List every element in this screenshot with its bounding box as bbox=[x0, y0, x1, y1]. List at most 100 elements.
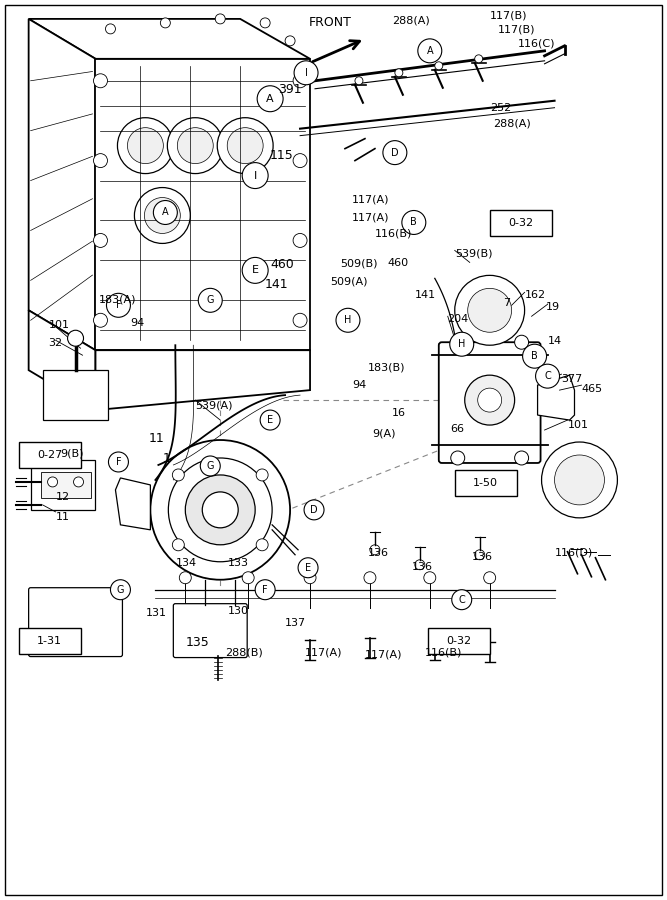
Circle shape bbox=[383, 140, 407, 165]
Circle shape bbox=[179, 572, 191, 584]
Text: 288(A): 288(A) bbox=[392, 16, 430, 26]
Text: A: A bbox=[266, 94, 274, 104]
Text: A: A bbox=[162, 208, 169, 218]
Circle shape bbox=[260, 18, 270, 28]
Text: 117(A): 117(A) bbox=[305, 648, 343, 658]
Circle shape bbox=[475, 55, 483, 63]
Circle shape bbox=[256, 539, 268, 551]
Polygon shape bbox=[538, 375, 574, 420]
Text: I: I bbox=[305, 68, 307, 77]
Circle shape bbox=[227, 128, 263, 164]
Circle shape bbox=[395, 68, 403, 76]
Text: 12: 12 bbox=[55, 492, 70, 502]
Circle shape bbox=[260, 410, 280, 430]
Text: 539(B): 539(B) bbox=[455, 248, 492, 258]
Polygon shape bbox=[29, 310, 95, 410]
Polygon shape bbox=[29, 19, 310, 58]
Text: 183(B): 183(B) bbox=[368, 362, 406, 373]
Text: 509(B): 509(B) bbox=[340, 258, 378, 268]
Text: 115: 115 bbox=[270, 148, 294, 162]
Circle shape bbox=[242, 572, 254, 584]
Text: 0-32: 0-32 bbox=[446, 635, 472, 645]
Circle shape bbox=[293, 233, 307, 248]
Text: 9(B): 9(B) bbox=[61, 448, 84, 458]
Circle shape bbox=[484, 572, 496, 584]
Text: 141: 141 bbox=[265, 278, 289, 292]
Circle shape bbox=[304, 500, 324, 520]
Text: 252: 252 bbox=[490, 103, 511, 112]
Text: H: H bbox=[458, 339, 466, 349]
Circle shape bbox=[536, 364, 560, 388]
Text: 136: 136 bbox=[368, 548, 389, 558]
Text: 66: 66 bbox=[450, 424, 464, 434]
Circle shape bbox=[515, 335, 528, 349]
Circle shape bbox=[242, 257, 268, 284]
Text: 16: 16 bbox=[392, 408, 406, 418]
Text: 0-27: 0-27 bbox=[37, 450, 62, 460]
Circle shape bbox=[117, 118, 173, 174]
Text: B: B bbox=[531, 351, 538, 361]
Text: 130: 130 bbox=[228, 606, 249, 616]
Text: 136: 136 bbox=[412, 562, 433, 572]
Text: 135: 135 bbox=[185, 635, 209, 649]
Circle shape bbox=[150, 440, 290, 580]
Text: 117(A): 117(A) bbox=[352, 212, 390, 222]
Circle shape bbox=[478, 388, 502, 412]
Circle shape bbox=[127, 128, 163, 164]
Circle shape bbox=[424, 572, 436, 584]
Circle shape bbox=[415, 560, 425, 570]
Circle shape bbox=[293, 74, 307, 88]
Circle shape bbox=[167, 118, 223, 174]
Circle shape bbox=[452, 590, 472, 609]
Circle shape bbox=[242, 163, 268, 188]
Text: 137: 137 bbox=[285, 617, 306, 627]
Circle shape bbox=[304, 572, 316, 584]
Text: 288(A): 288(A) bbox=[493, 119, 530, 129]
Text: F: F bbox=[115, 301, 121, 310]
Text: G: G bbox=[207, 295, 214, 305]
Text: A: A bbox=[426, 46, 433, 56]
Polygon shape bbox=[43, 370, 109, 420]
Text: 141: 141 bbox=[415, 291, 436, 301]
FancyBboxPatch shape bbox=[439, 342, 540, 463]
Circle shape bbox=[435, 62, 443, 70]
Bar bbox=[490, 211, 552, 237]
Circle shape bbox=[257, 86, 283, 112]
Circle shape bbox=[109, 452, 129, 472]
Bar bbox=[19, 442, 81, 468]
Text: 539(A): 539(A) bbox=[195, 400, 233, 410]
Text: F: F bbox=[262, 585, 268, 595]
Text: F: F bbox=[115, 457, 121, 467]
Circle shape bbox=[67, 330, 83, 346]
Circle shape bbox=[465, 375, 515, 425]
Text: G: G bbox=[207, 461, 214, 471]
Circle shape bbox=[402, 211, 426, 234]
Polygon shape bbox=[115, 478, 150, 530]
Text: D: D bbox=[391, 148, 399, 157]
Circle shape bbox=[135, 187, 190, 243]
Text: E: E bbox=[305, 562, 311, 572]
FancyBboxPatch shape bbox=[173, 604, 247, 658]
Circle shape bbox=[215, 14, 225, 24]
Circle shape bbox=[202, 492, 238, 527]
Text: 162: 162 bbox=[525, 291, 546, 301]
Circle shape bbox=[542, 442, 618, 518]
Circle shape bbox=[172, 539, 184, 551]
Circle shape bbox=[177, 128, 213, 164]
Text: 134: 134 bbox=[175, 558, 197, 568]
Circle shape bbox=[554, 455, 604, 505]
Text: 204: 204 bbox=[447, 314, 468, 324]
Circle shape bbox=[370, 544, 380, 554]
Polygon shape bbox=[95, 58, 310, 350]
Circle shape bbox=[451, 451, 465, 465]
Circle shape bbox=[47, 477, 57, 487]
Circle shape bbox=[185, 475, 255, 544]
Polygon shape bbox=[29, 19, 95, 350]
Text: 101: 101 bbox=[49, 320, 69, 330]
Text: 116(C): 116(C) bbox=[518, 39, 555, 49]
Circle shape bbox=[200, 456, 220, 476]
Bar bbox=[455, 470, 517, 496]
Text: 116(B): 116(B) bbox=[425, 648, 462, 658]
Circle shape bbox=[336, 309, 360, 332]
Polygon shape bbox=[95, 350, 310, 410]
